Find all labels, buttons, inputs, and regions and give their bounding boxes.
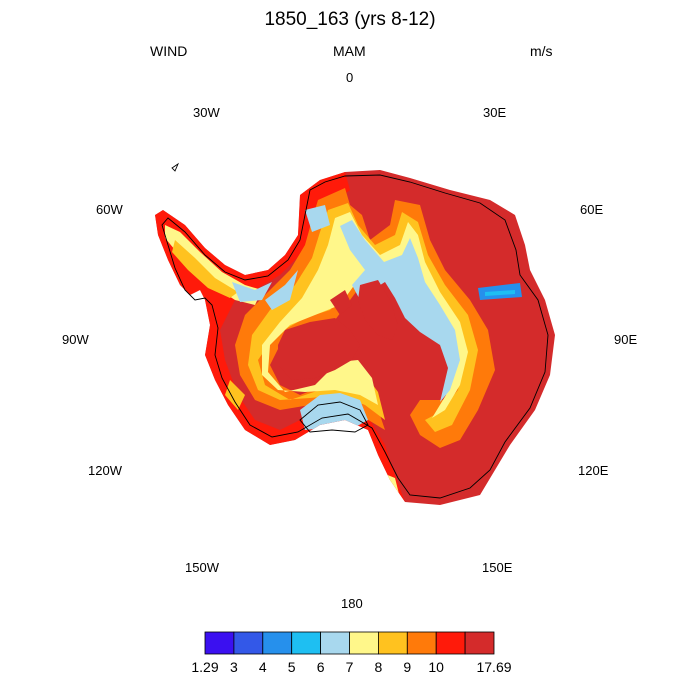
lon-label-120w: 120W xyxy=(88,463,122,478)
lon-label-30w: 30W xyxy=(193,105,220,120)
lon-label-180: 180 xyxy=(341,596,363,611)
colorbar-tick-label: 5 xyxy=(287,659,296,675)
plot-title: 1850_163 (yrs 8-12) xyxy=(264,9,436,30)
colorbar-tick-label: 17.69 xyxy=(476,659,512,675)
lon-label-150w: 150W xyxy=(185,560,219,575)
season-label: MAM xyxy=(333,43,366,59)
colorbar-swatch xyxy=(435,631,466,655)
colorbar-tick-label: 4 xyxy=(258,659,267,675)
colorbar-swatch xyxy=(349,631,379,655)
lon-label-60w: 60W xyxy=(96,202,123,217)
colorbar-swatch xyxy=(406,631,437,655)
colorbar-swatch xyxy=(291,631,322,655)
colorbar-swatch xyxy=(320,631,350,655)
colorbar-tick-label: 9 xyxy=(403,659,412,675)
lon-label-60e: 60E xyxy=(580,202,604,217)
lon-label-90e: 90E xyxy=(614,332,638,347)
colorbar-tick-label: 1.29 xyxy=(191,659,219,675)
colorbar-tick-label: 3 xyxy=(229,659,238,675)
colorbar-tick-label: 7 xyxy=(345,659,354,675)
colorbar-swatch xyxy=(204,631,235,655)
colorbar-swatch xyxy=(464,631,495,655)
colorbar-swatch xyxy=(233,631,264,655)
units-label: m/s xyxy=(530,43,553,59)
coastline xyxy=(161,162,549,499)
lon-label-30e: 30E xyxy=(483,105,507,120)
colorbar-tick-label: 6 xyxy=(316,659,325,675)
colorbar-tick-label: 10 xyxy=(428,659,444,675)
lon-label-0: 0 xyxy=(346,70,354,85)
colorbar-swatch xyxy=(262,631,293,655)
colorbar-tick-label: 8 xyxy=(374,659,383,675)
lon-label-150e: 150E xyxy=(482,560,513,575)
variable-label: WIND xyxy=(150,43,188,59)
lon-label-90w: 90W xyxy=(62,332,89,347)
colorbar-swatch xyxy=(377,631,408,655)
lon-label-120e: 120E xyxy=(578,463,609,478)
